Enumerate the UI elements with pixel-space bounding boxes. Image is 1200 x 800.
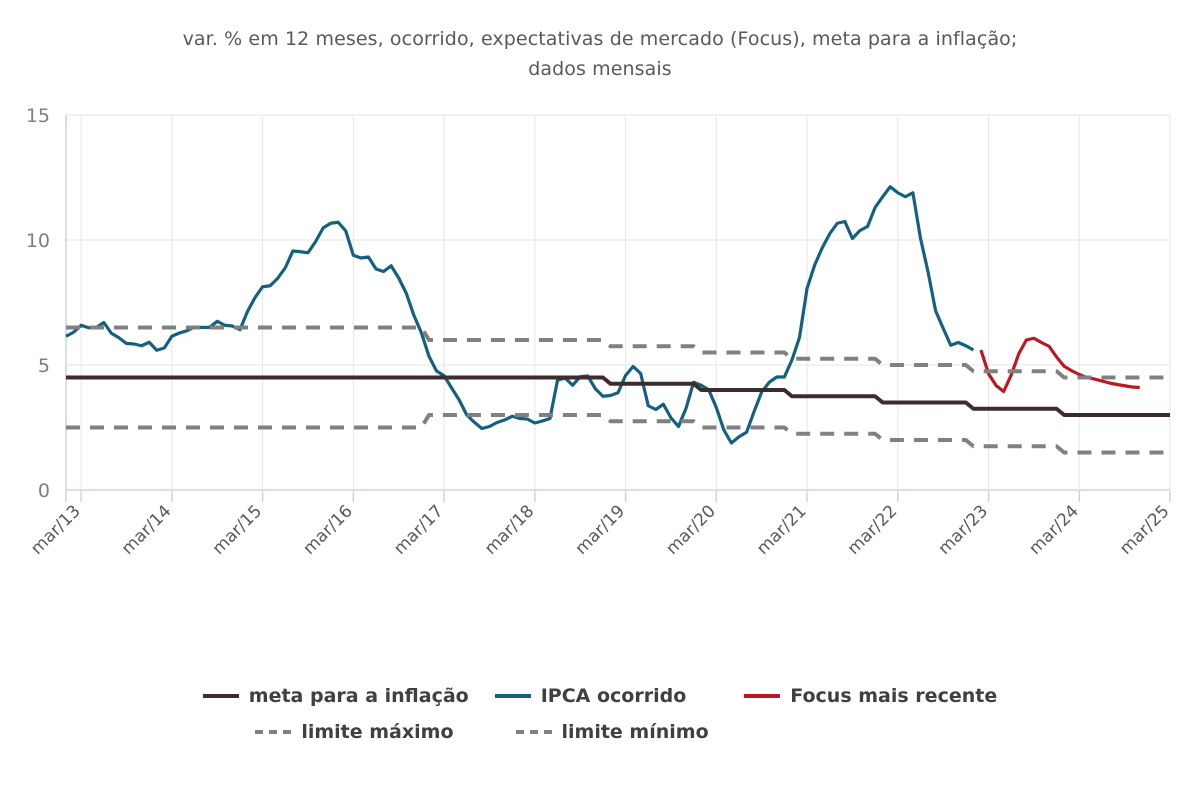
series-ipca-ocorrido [65,185,975,445]
svg-text:mar/22: mar/22 [844,501,902,559]
svg-text:mar/14: mar/14 [118,501,176,559]
svg-text:0: 0 [38,480,50,502]
svg-text:mar/19: mar/19 [572,501,630,559]
svg-text:mar/21: mar/21 [753,501,811,559]
legend-swatch-meta [202,694,239,698]
chart-title-line1: var. % em 12 meses, ocorrido, expectativ… [182,28,1018,50]
series-meta-para-a-inflação [66,375,1170,417]
legend-item-meta[interactable]: meta para a inflação [202,685,469,707]
series-limite-máximo [66,325,1170,380]
legend-row-2: limite máximo limite mínimo [0,714,1200,750]
svg-text:5: 5 [38,355,50,377]
x-axis-ticks: mar/13 mar/14 mar/15 mar/16 mar/17 mar/18 mar/… [27,501,1173,559]
legend-label-ipca: IPCA ocorrido [540,685,687,707]
legend-label-focus: Focus mais recente [790,685,998,707]
legend-swatch-focus [744,694,781,698]
chart-title-line2: dados mensais [528,58,672,80]
legend-swatch-limite-maximo [255,730,292,734]
legend-swatch-ipca [494,694,531,698]
legend-label-meta: meta para a inflação [248,685,469,707]
svg-text:mar/23: mar/23 [935,501,993,559]
legend-item-limite-maximo[interactable]: limite máximo [255,721,454,743]
legend-row-1: meta para a inflação IPCA ocorrido Focus… [0,678,1200,714]
legend-swatch-limite-minimo [515,730,552,734]
svg-text:mar/18: mar/18 [481,501,539,559]
svg-text:10: 10 [26,230,50,252]
svg-text:15: 15 [26,105,50,127]
series-limite-mínimo [66,413,1170,455]
legend-item-limite-minimo[interactable]: limite mínimo [515,721,709,743]
svg-text:mar/17: mar/17 [390,501,448,559]
svg-text:mar/15: mar/15 [209,501,267,559]
legend-item-ipca[interactable]: IPCA ocorrido [494,685,687,707]
gridlines [66,114,1171,491]
legend-label-limite-minimo: limite mínimo [561,721,709,743]
legend-item-focus[interactable]: Focus mais recente [744,685,997,707]
svg-text:mar/20: mar/20 [662,501,720,559]
svg-text:mar/16: mar/16 [299,501,357,559]
series-lines [65,185,1170,455]
axes [65,115,1171,502]
svg-text:mar/25: mar/25 [1116,501,1174,559]
svg-text:mar/24: mar/24 [1025,501,1083,559]
series-focus-mais-recente [979,336,1140,394]
legend-label-limite-maximo: limite máximo [301,721,454,743]
chart-title: var. % em 12 meses, ocorrido, expectativ… [0,24,1200,84]
y-axis-ticks: 0 5 10 15 [26,105,50,502]
svg-text:mar/13: mar/13 [27,501,85,559]
chart-legend: meta para a inflação IPCA ocorrido Focus… [0,678,1200,750]
